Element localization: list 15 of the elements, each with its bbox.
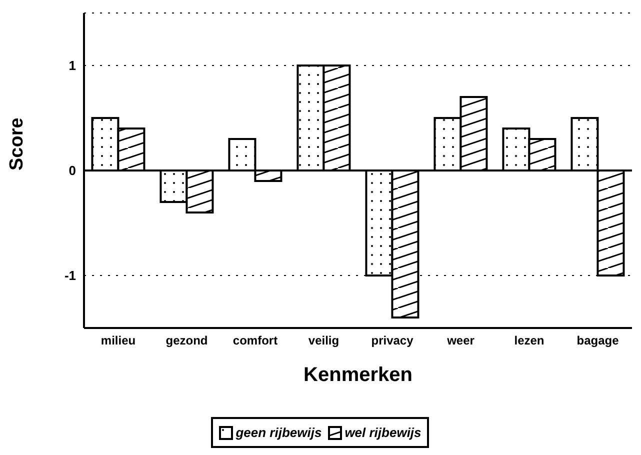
y-axis-title: Score: [6, 118, 28, 170]
x-tick-label: bagage: [576, 334, 620, 348]
x-tick-label: veilig: [308, 334, 340, 348]
y-tick-label: -1: [64, 268, 76, 284]
x-tick-label: lezen: [514, 334, 544, 348]
x-tick-label: gezond: [166, 334, 208, 348]
x-axis-title: Kenmerken: [304, 364, 412, 386]
legend-label: wel rijbewijs: [344, 425, 422, 440]
x-tick-label: milieu: [100, 334, 136, 348]
legend-label: geen rijbewijs: [236, 425, 322, 440]
x-tick-label: privacy: [371, 334, 414, 348]
x-tick-label: comfort: [232, 334, 278, 348]
x-tick-label: weer: [446, 334, 475, 348]
y-tick-label: 0: [68, 163, 76, 178]
y-tick-label: 1: [68, 58, 76, 74]
